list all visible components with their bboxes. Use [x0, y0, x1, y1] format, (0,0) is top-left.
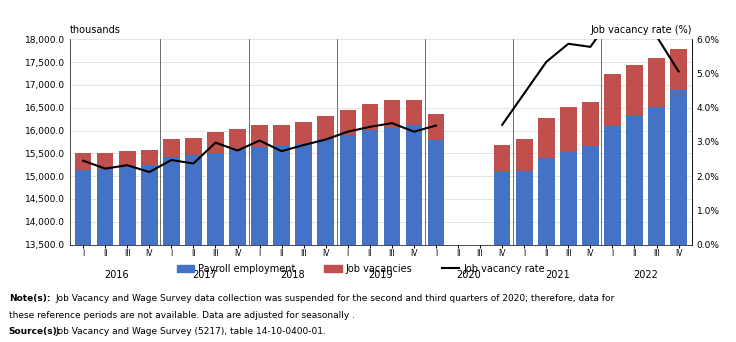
Bar: [516, 171, 533, 342]
Bar: [185, 155, 202, 342]
Text: 2020: 2020: [457, 269, 481, 280]
Bar: [538, 118, 554, 158]
Bar: [383, 127, 400, 342]
Bar: [229, 149, 246, 342]
Bar: [494, 172, 511, 342]
Bar: [339, 135, 356, 342]
Bar: [604, 127, 620, 342]
Bar: [229, 129, 246, 149]
Bar: [163, 140, 180, 157]
Text: 2019: 2019: [369, 269, 393, 280]
Bar: [141, 150, 158, 165]
Bar: [163, 157, 180, 342]
Text: Note(s):: Note(s):: [9, 294, 50, 303]
Bar: [339, 110, 356, 135]
Bar: [251, 147, 268, 342]
Bar: [317, 116, 334, 139]
Text: thousands: thousands: [70, 25, 121, 35]
Legend: Payroll employment, Job vacancies, Job vacancy rate: Payroll employment, Job vacancies, Job v…: [173, 260, 548, 277]
Bar: [406, 124, 422, 342]
Bar: [648, 58, 665, 107]
Bar: [119, 151, 135, 168]
Bar: [97, 169, 113, 342]
Bar: [251, 124, 268, 147]
Text: Job Vacancy and Wage Survey data collection was suspended for the second and thi: Job Vacancy and Wage Survey data collect…: [56, 294, 615, 303]
Bar: [582, 102, 598, 146]
Bar: [604, 74, 620, 127]
Text: Job vacancy rate (%): Job vacancy rate (%): [590, 25, 692, 35]
Bar: [208, 153, 224, 342]
Bar: [185, 138, 202, 155]
Bar: [428, 114, 445, 140]
Bar: [626, 65, 643, 116]
Text: 2017: 2017: [192, 269, 217, 280]
Bar: [626, 116, 643, 342]
Bar: [273, 145, 290, 342]
Bar: [119, 168, 135, 342]
Bar: [141, 165, 158, 342]
Text: 2016: 2016: [104, 269, 129, 280]
Bar: [560, 152, 576, 342]
Text: Source(s):: Source(s):: [9, 327, 61, 336]
Text: Job Vacancy and Wage Survey (5217), table 14-10-0400-01.: Job Vacancy and Wage Survey (5217), tabl…: [56, 327, 327, 336]
Bar: [75, 153, 91, 170]
Bar: [648, 107, 665, 342]
Bar: [295, 144, 312, 342]
Bar: [582, 146, 598, 342]
Bar: [670, 90, 687, 342]
Bar: [208, 132, 224, 153]
Bar: [295, 122, 312, 144]
Text: 2018: 2018: [280, 269, 305, 280]
Bar: [383, 101, 400, 127]
Bar: [361, 130, 378, 342]
Text: 2022: 2022: [633, 269, 658, 280]
Bar: [273, 125, 290, 145]
Bar: [317, 139, 334, 342]
Bar: [75, 170, 91, 342]
Bar: [560, 107, 576, 152]
Bar: [516, 139, 533, 171]
Bar: [361, 104, 378, 130]
Text: 2021: 2021: [545, 269, 570, 280]
Bar: [406, 100, 422, 124]
Bar: [97, 153, 113, 169]
Bar: [494, 145, 511, 172]
Bar: [428, 140, 445, 342]
Text: these reference periods are not available. Data are adjusted for seasonally .: these reference periods are not availabl…: [9, 311, 355, 320]
Bar: [538, 158, 554, 342]
Bar: [670, 49, 687, 90]
